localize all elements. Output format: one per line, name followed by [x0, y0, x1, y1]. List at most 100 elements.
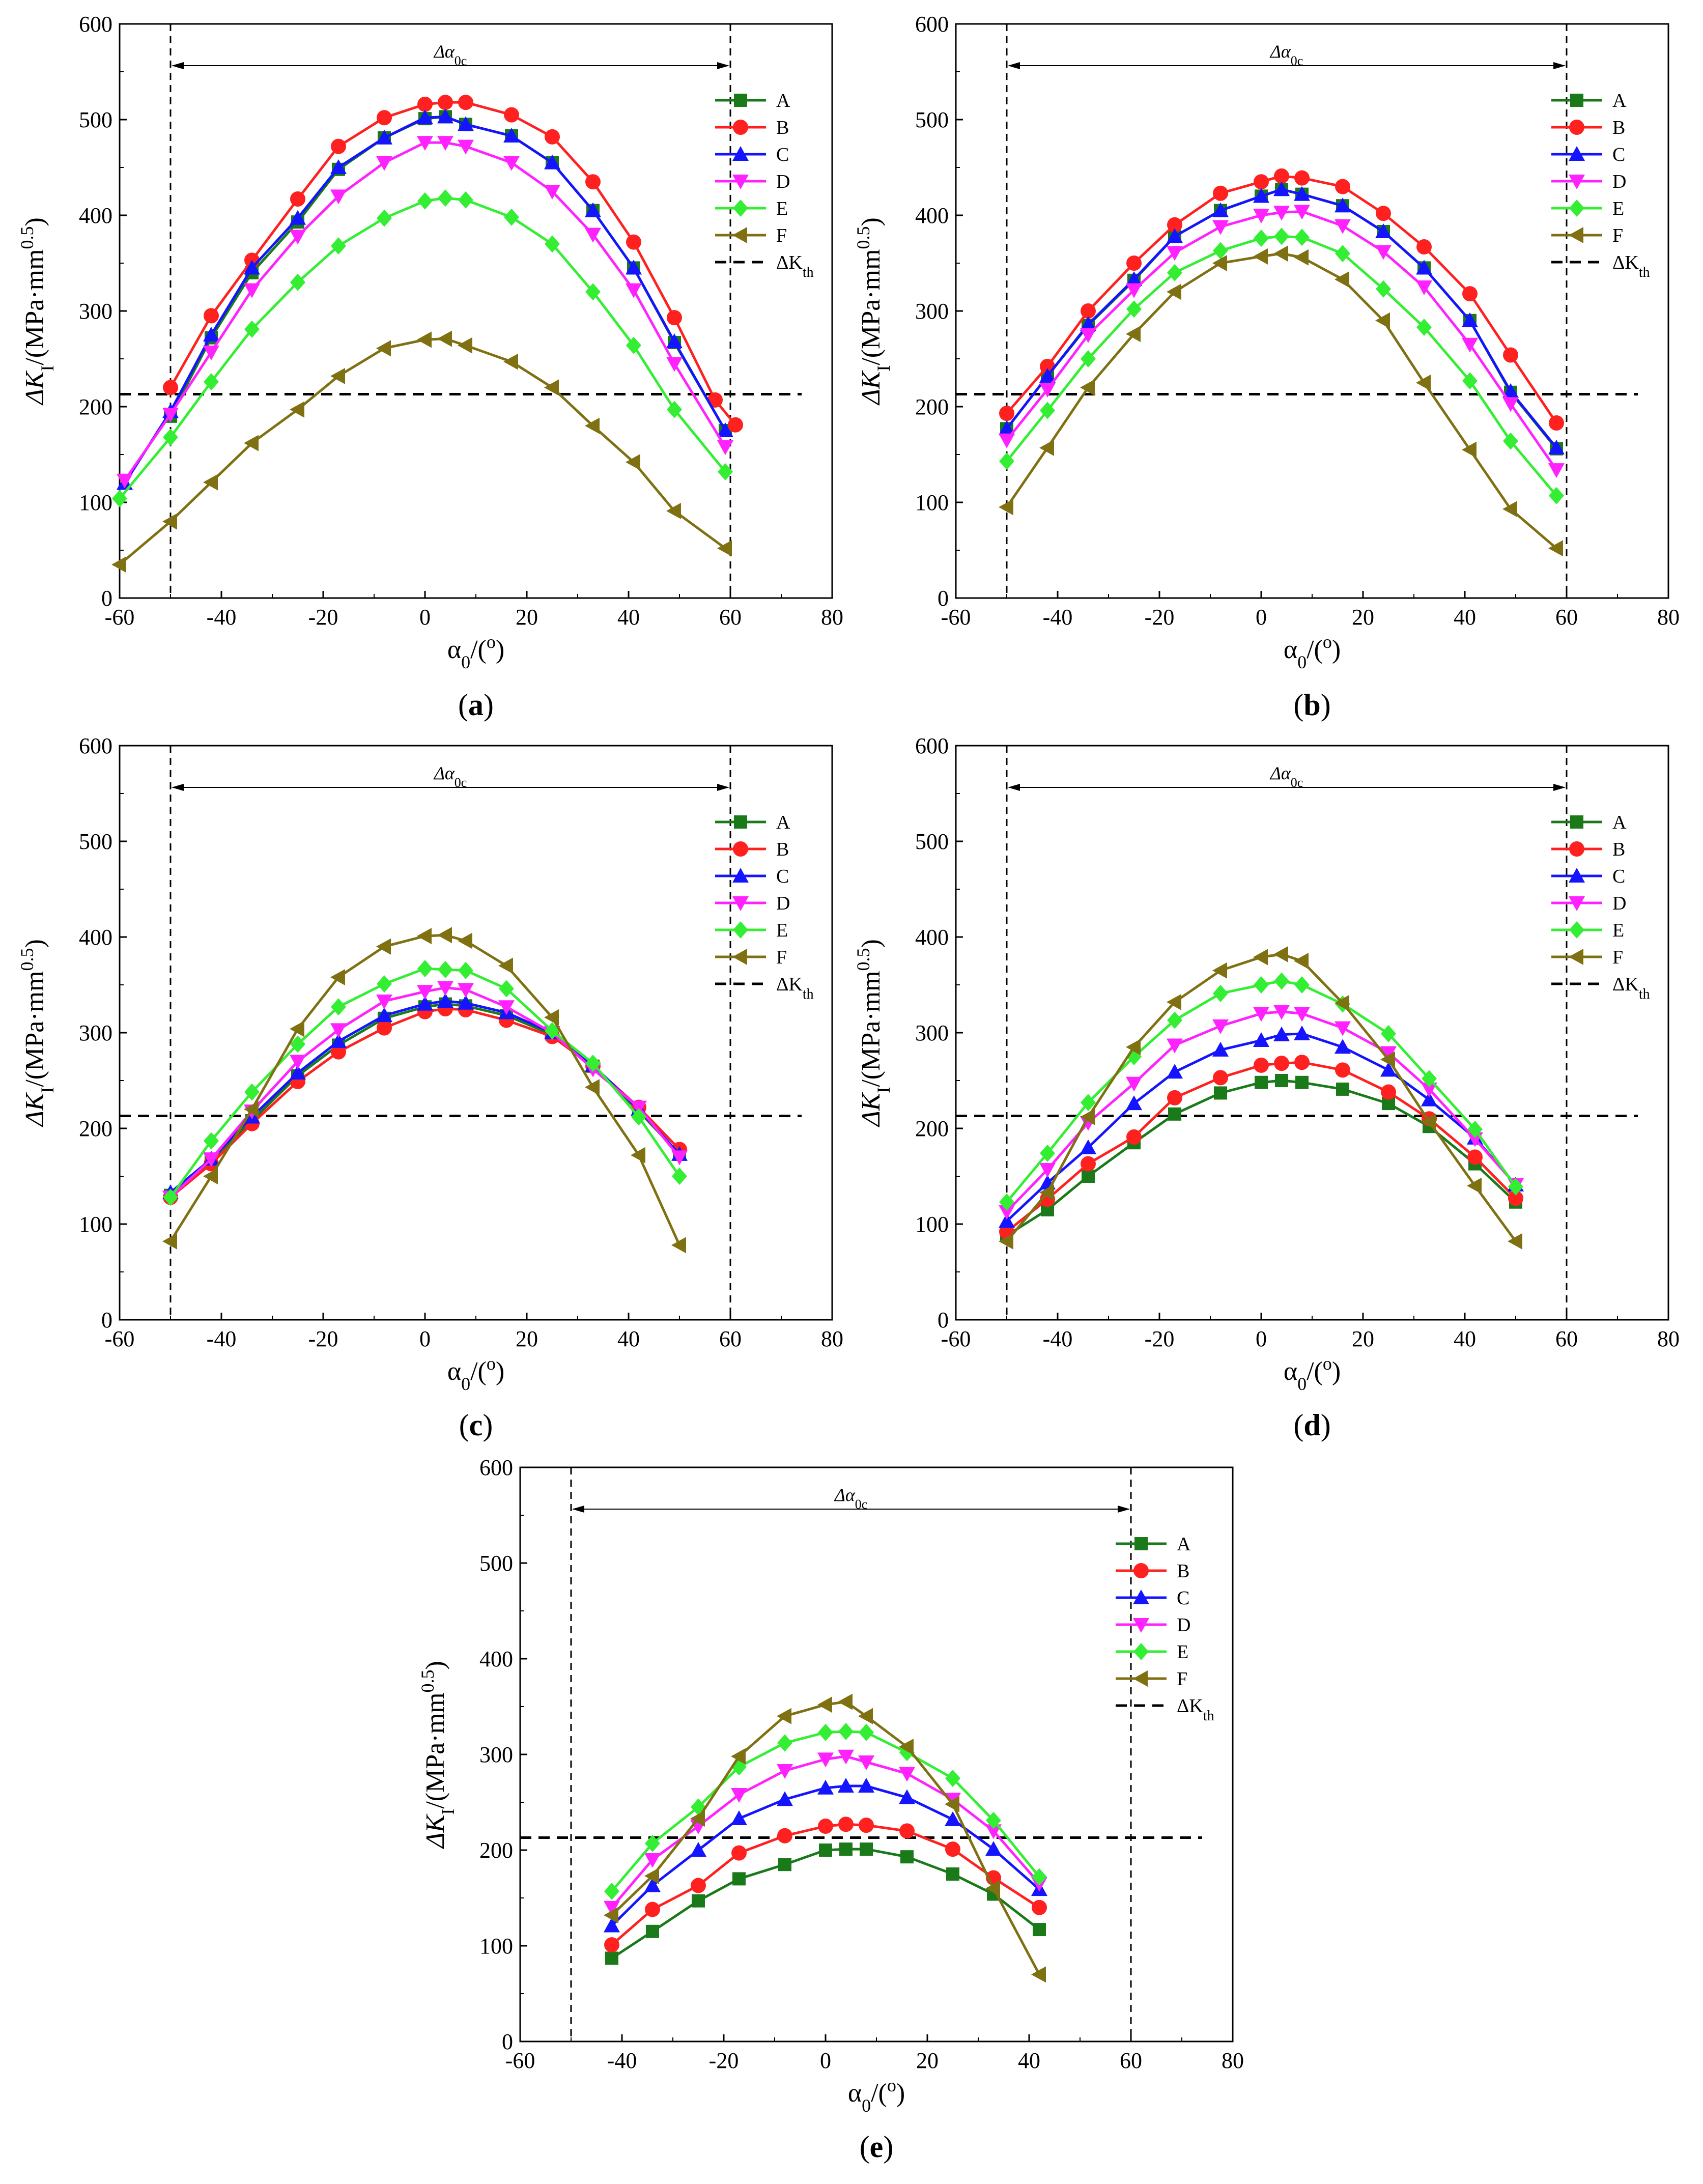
data-point-E — [1422, 1070, 1437, 1088]
y-tick-label: 0 — [101, 586, 112, 611]
data-point-C — [945, 1811, 961, 1826]
legend-item-C: C — [715, 144, 789, 165]
legend-label: F — [1177, 1668, 1187, 1690]
data-point-B — [438, 95, 453, 110]
data-point-C — [1273, 181, 1290, 196]
data-point-E — [818, 1723, 833, 1741]
x-tick-label: 0 — [1256, 1326, 1267, 1351]
data-point-E — [1335, 245, 1350, 263]
data-point-A — [1214, 1086, 1227, 1100]
legend-marker — [1133, 1590, 1149, 1604]
legend-marker — [1569, 175, 1585, 189]
data-point-F — [1167, 283, 1181, 300]
legend-label: E — [1177, 1641, 1188, 1663]
legend-marker — [1569, 200, 1584, 217]
legend-item-F: F — [715, 947, 787, 968]
range-arrow-left-head — [172, 784, 184, 791]
legend-item-F: F — [1551, 947, 1623, 968]
series-A — [1000, 1074, 1522, 1242]
data-point-F — [1294, 249, 1309, 266]
data-point-E — [1549, 487, 1564, 504]
legend-item-D: D — [715, 171, 790, 192]
data-point-E — [438, 960, 453, 978]
y-tick-label: 100 — [915, 490, 949, 515]
x-tick-label: 40 — [1454, 605, 1476, 630]
data-point-F — [1031, 1966, 1046, 1983]
data-point-E — [626, 336, 641, 354]
legend-marker — [732, 227, 747, 243]
y-tick-label: 400 — [915, 203, 949, 228]
x-tick-label: -40 — [1043, 605, 1073, 630]
data-point-F — [1039, 439, 1054, 456]
data-point-E — [1040, 402, 1055, 419]
data-point-F — [1126, 326, 1141, 343]
data-point-E — [290, 273, 305, 291]
data-point-E — [859, 1723, 874, 1741]
range-label: Δα0c — [433, 41, 467, 68]
legend-label: E — [1612, 198, 1624, 219]
legend-threshold-label: ΔKth — [1177, 1695, 1214, 1724]
legend-item-C: C — [1116, 1587, 1189, 1609]
series-line-C — [169, 1000, 680, 1194]
data-point-B — [1032, 1899, 1047, 1915]
x-tick-label: 20 — [1352, 1326, 1374, 1351]
series-line-E — [169, 967, 681, 1198]
data-point-E — [377, 975, 392, 993]
y-tick-label: 200 — [79, 1116, 112, 1141]
data-point-C — [376, 129, 392, 145]
series-line-A — [611, 1848, 1040, 1960]
data-point-F — [330, 367, 345, 384]
data-point-E — [112, 490, 127, 507]
data-point-E — [438, 189, 453, 207]
data-point-E — [377, 209, 392, 227]
data-point-C — [1502, 383, 1519, 398]
data-point-E — [1294, 976, 1310, 994]
data-point-B — [777, 1828, 792, 1843]
y-tick-label: 600 — [79, 12, 112, 37]
data-point-F — [1126, 1039, 1141, 1056]
y-axis-title: ΔKI/(MPa·mm0.5) — [17, 217, 58, 406]
chart-panel-d: -60 -40 -20 0 20 40 60 80 0 100 200 300 400 500 600 α0/… — [853, 733, 1680, 1442]
x-tick-label: -20 — [308, 1326, 338, 1351]
series-line-A — [1006, 1079, 1517, 1237]
legend-item-A: A — [1551, 90, 1627, 111]
data-point-F — [203, 474, 218, 491]
series-A — [164, 997, 686, 1202]
data-point-F — [1508, 1233, 1522, 1250]
legend-marker — [732, 868, 749, 883]
legend-label: F — [1612, 225, 1623, 246]
data-point-B — [818, 1819, 833, 1834]
data-point-C — [626, 260, 642, 275]
data-point-E — [204, 373, 219, 391]
legend-item-threshold: ΔKth — [1551, 974, 1650, 1002]
x-tick-label: 60 — [1120, 2048, 1142, 2073]
data-point-F — [290, 1020, 304, 1037]
data-point-C — [690, 1842, 706, 1857]
data-point-A — [1033, 1923, 1046, 1937]
legend-label: E — [776, 920, 788, 941]
x-tick-label: -40 — [207, 605, 237, 630]
data-point-D — [244, 283, 260, 298]
data-point-E — [1213, 984, 1228, 1002]
y-axis-title: ΔKI/(MPa·mm0.5) — [853, 217, 894, 406]
legend-item-F: F — [1551, 225, 1623, 246]
x-tick-label: 40 — [617, 605, 640, 630]
data-point-A — [732, 1872, 746, 1886]
data-point-C — [290, 210, 306, 225]
data-point-C — [503, 127, 520, 143]
series-line-F — [119, 337, 726, 566]
data-point-C — [777, 1791, 793, 1806]
legend-marker — [1569, 896, 1585, 911]
data-point-F — [330, 969, 345, 985]
data-point-F — [1212, 255, 1227, 271]
data-point-D — [1212, 220, 1229, 235]
data-point-C — [1080, 1139, 1096, 1154]
data-point-E — [585, 1055, 601, 1072]
data-point-C — [644, 1877, 661, 1892]
legend-marker — [734, 815, 747, 829]
panel-label: (c) — [459, 1408, 493, 1442]
data-point-B — [691, 1878, 706, 1893]
data-point-C — [1080, 316, 1096, 331]
data-point-D — [203, 1152, 219, 1168]
data-point-B — [331, 138, 346, 154]
